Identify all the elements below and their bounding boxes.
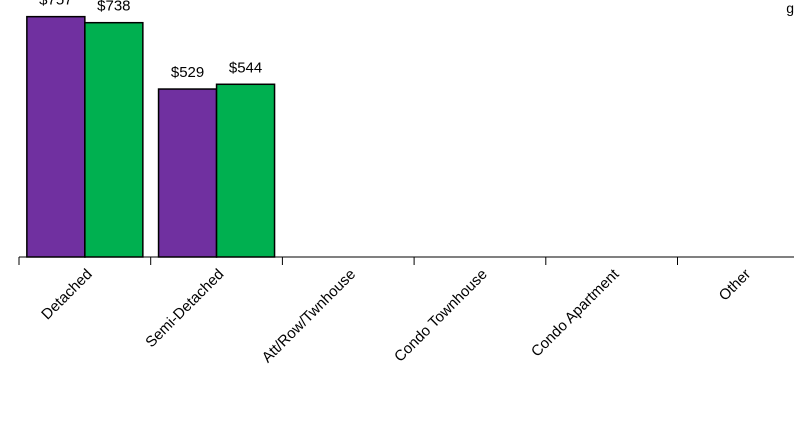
x-tick-label: Other <box>716 266 755 305</box>
x-tick-label: Condo Apartment <box>528 265 623 360</box>
data-label: $738 <box>97 0 130 15</box>
x-tick-label: Condo Townhouse <box>391 266 491 366</box>
bar-detached-s1 <box>26 15 86 258</box>
data-label: $544 <box>229 59 262 76</box>
bar-detached-s2 <box>84 21 144 258</box>
cropped-legend-text: g <box>786 0 794 16</box>
x-tick-label: Att/Row/Twnhouse <box>259 266 359 366</box>
bar-semi-detached-s1 <box>157 88 218 258</box>
x-tick-label: Semi-Detached <box>142 266 227 351</box>
data-label: $757 <box>39 0 72 9</box>
x-tick-label: Detached <box>38 266 95 323</box>
bar-semi-detached-s2 <box>215 83 276 258</box>
labels-layer: $757 $738 $529 $544 Detached Semi-Detached Att… <box>38 0 754 366</box>
bars-layer <box>26 15 276 258</box>
data-label: $529 <box>171 64 204 81</box>
x-axis <box>18 256 794 265</box>
